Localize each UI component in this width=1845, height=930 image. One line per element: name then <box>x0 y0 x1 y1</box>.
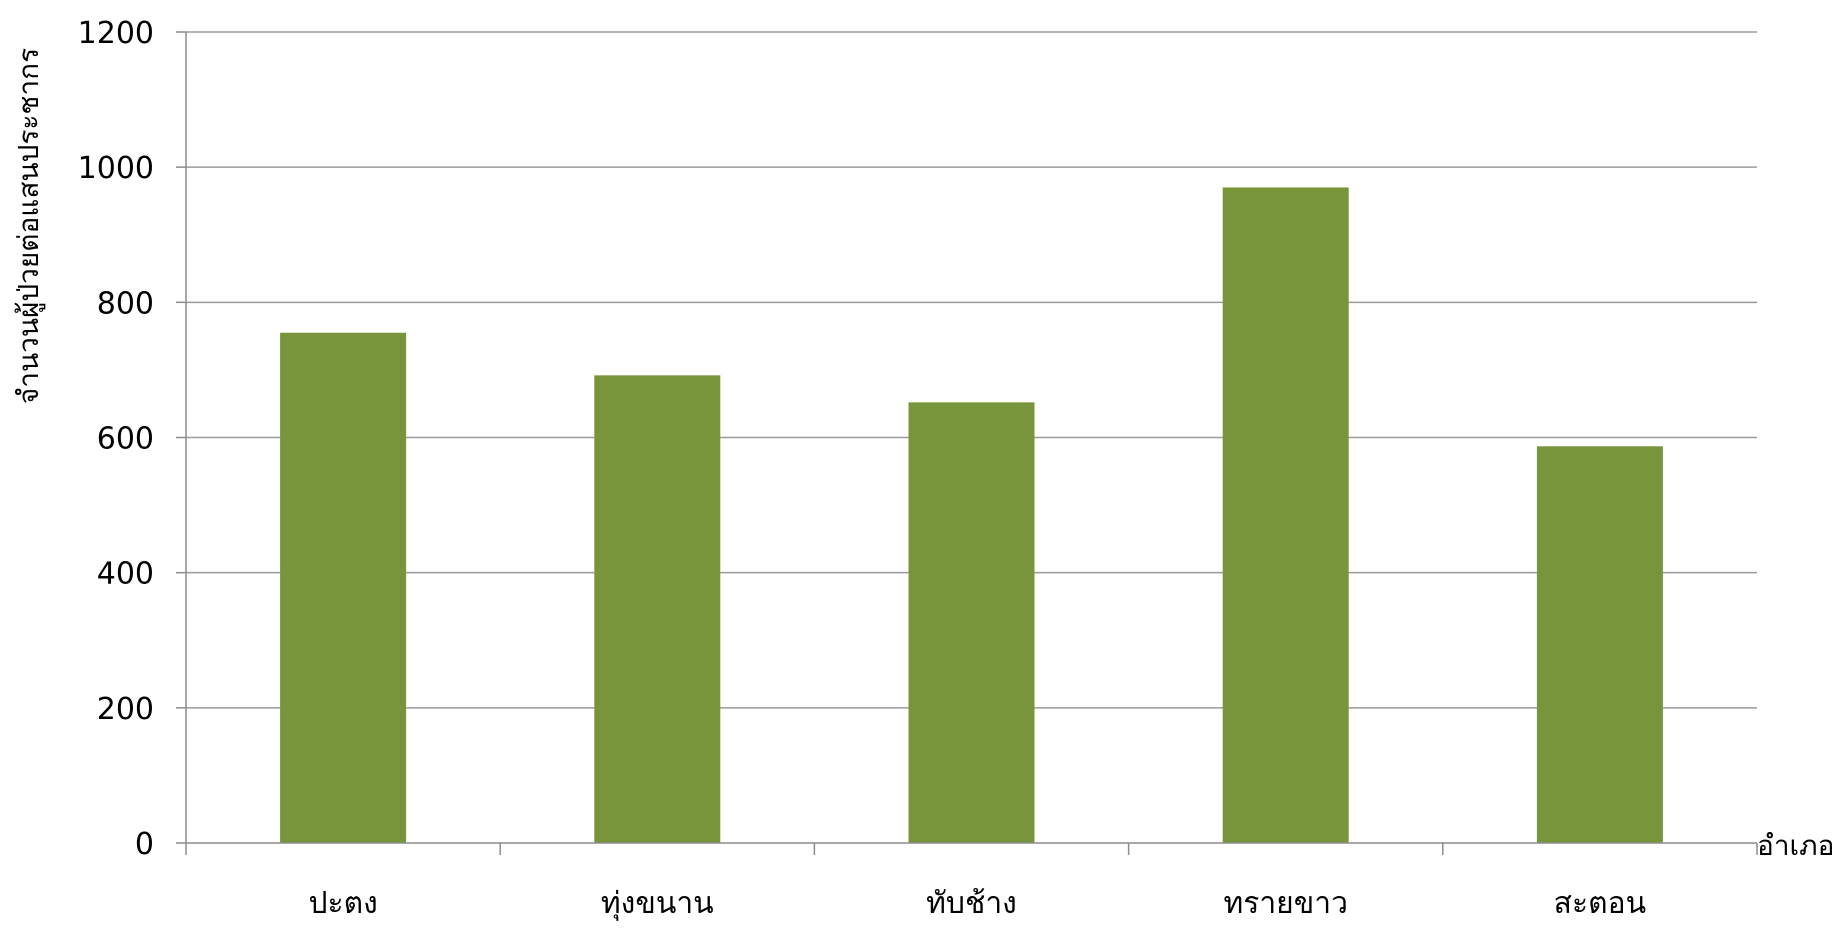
x-category-label: ปะตง <box>308 886 377 921</box>
x-category-label: ทรายขาว <box>1223 886 1348 921</box>
x-category-label: สะตอน <box>1554 886 1646 921</box>
x-axis-title: อำเภอ <box>1757 829 1834 862</box>
y-tick-label: 0 <box>135 827 154 862</box>
bar <box>594 375 721 843</box>
y-tick-label: 1200 <box>78 16 154 51</box>
x-category-label: ทับช้าง <box>926 886 1017 921</box>
bars <box>280 187 1663 844</box>
axes <box>176 31 1758 855</box>
bar <box>280 332 407 843</box>
y-tick-label: 400 <box>97 557 154 592</box>
x-category-label: ทุ่งขนาน <box>601 886 714 922</box>
labels: 0 200 400 600 800 1000 1200 ปะตง ทุ่งขนาน ทับช้าง… <box>78 16 1646 922</box>
bar <box>1222 187 1349 844</box>
y-tick-label: 1000 <box>78 151 154 186</box>
y-axis-title: จำนวนผู้ป่วยต่อแสนประชากร <box>12 48 46 404</box>
y-tick-label: 200 <box>97 692 154 727</box>
bar <box>1536 446 1663 843</box>
y-tick-label: 800 <box>97 286 154 321</box>
y-tick-label: 600 <box>97 422 154 457</box>
bar <box>908 402 1035 843</box>
